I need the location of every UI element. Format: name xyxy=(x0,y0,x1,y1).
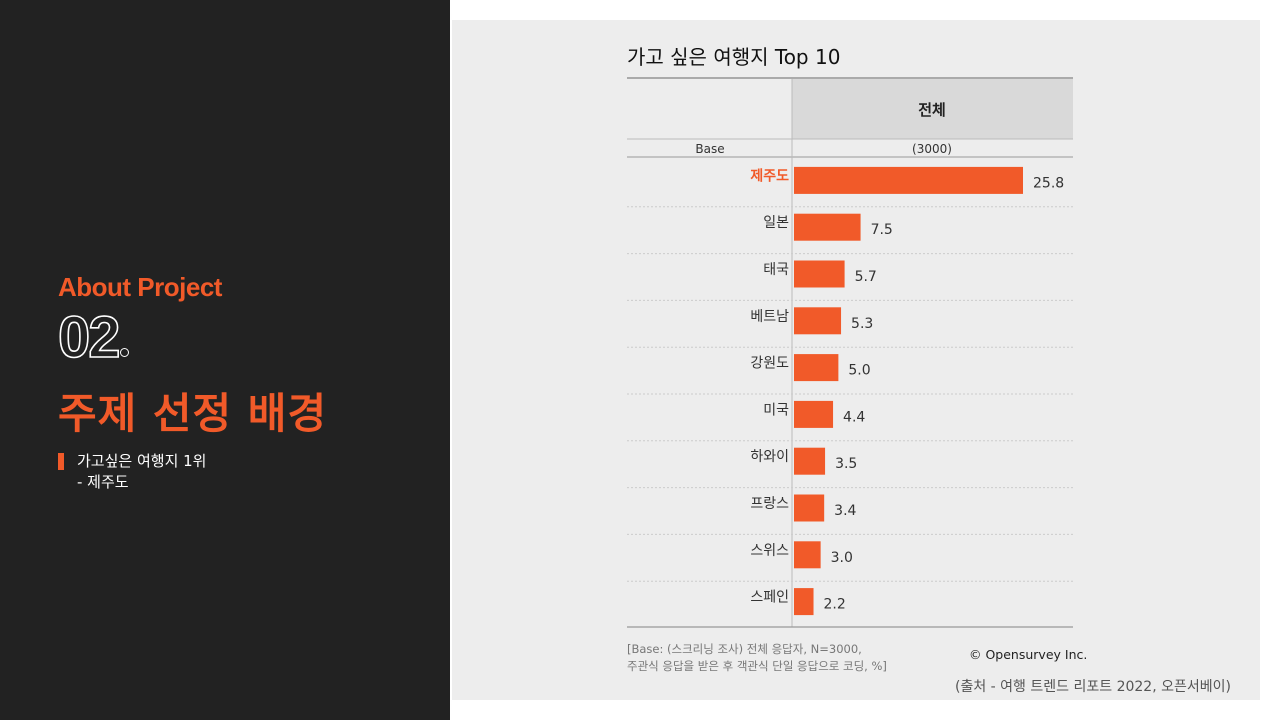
value-label: 2.2 xyxy=(824,597,846,613)
category-label: 일본 xyxy=(763,215,789,231)
category-label: 베트남 xyxy=(750,309,789,325)
copyright: © Opensurvey Inc. xyxy=(969,647,1087,662)
column-header: 전체 xyxy=(918,101,946,119)
value-label: 3.4 xyxy=(834,503,856,519)
value-label: 3.0 xyxy=(831,550,853,566)
bar xyxy=(794,166,1023,194)
category-label: 태국 xyxy=(763,262,789,278)
category-label: 하와이 xyxy=(750,449,789,465)
accent-bar xyxy=(58,453,64,470)
category-label: 제주도 xyxy=(750,168,789,184)
base-value: (3000) xyxy=(912,142,952,156)
base-label: Base xyxy=(695,142,724,156)
subtitle-line-1: 가고싶은 여행지 1위 xyxy=(77,452,207,470)
bar xyxy=(794,541,821,569)
bar xyxy=(794,588,814,616)
footnote-line-1: [Base: (스크리닝 조사) 전체 응답자, N=3000, xyxy=(627,642,862,656)
section-number-text: 02 xyxy=(57,305,121,371)
bar xyxy=(794,260,845,288)
subtitle-line-2: - 제주도 xyxy=(77,473,129,491)
left-panel: About Project 02 주제 선정 배경 가고싶은 여행지 1위 - … xyxy=(0,0,450,720)
bar xyxy=(794,213,861,241)
category-label: 스페인 xyxy=(750,590,789,606)
section-number: 02 xyxy=(57,305,129,371)
category-label: 프랑스 xyxy=(750,496,789,512)
chart-title: 가고 싶은 여행지 Top 10 xyxy=(627,45,840,69)
category-label: 스위스 xyxy=(750,543,789,559)
value-label: 4.4 xyxy=(843,409,865,425)
value-label: 7.5 xyxy=(871,222,893,238)
subtitle: 가고싶은 여행지 1위 - 제주도 xyxy=(77,451,206,493)
bar xyxy=(794,400,834,428)
category-label: 미국 xyxy=(763,402,789,418)
value-label: 3.5 xyxy=(835,456,857,472)
bars-group: 제주도 25.8 일본 7.5 태국 5.7 베트남 5.3 강원도 5.0 미국 4.4 하와이 3.5… xyxy=(627,166,1073,616)
value-label: 25.8 xyxy=(1033,175,1064,191)
value-label: 5.3 xyxy=(851,316,873,332)
bar xyxy=(794,494,825,522)
source-note: (출처 - 여행 트렌드 리포트 2022, 오픈서베이) xyxy=(955,679,1231,695)
section-number-dot xyxy=(119,348,129,357)
page-title: 주제 선정 배경 xyxy=(58,389,328,438)
bar xyxy=(794,447,826,475)
footnote-line-2: 주관식 응답을 받은 후 객관식 단일 응답으로 코딩, %] xyxy=(627,659,887,673)
column-header-bg xyxy=(792,79,1073,139)
value-label: 5.7 xyxy=(855,269,877,285)
value-label: 5.0 xyxy=(848,363,870,379)
title-rule xyxy=(627,77,1073,79)
section-label: About Project xyxy=(58,272,222,302)
category-label: 강원도 xyxy=(750,356,789,372)
bar xyxy=(794,354,839,382)
bar xyxy=(794,307,842,335)
